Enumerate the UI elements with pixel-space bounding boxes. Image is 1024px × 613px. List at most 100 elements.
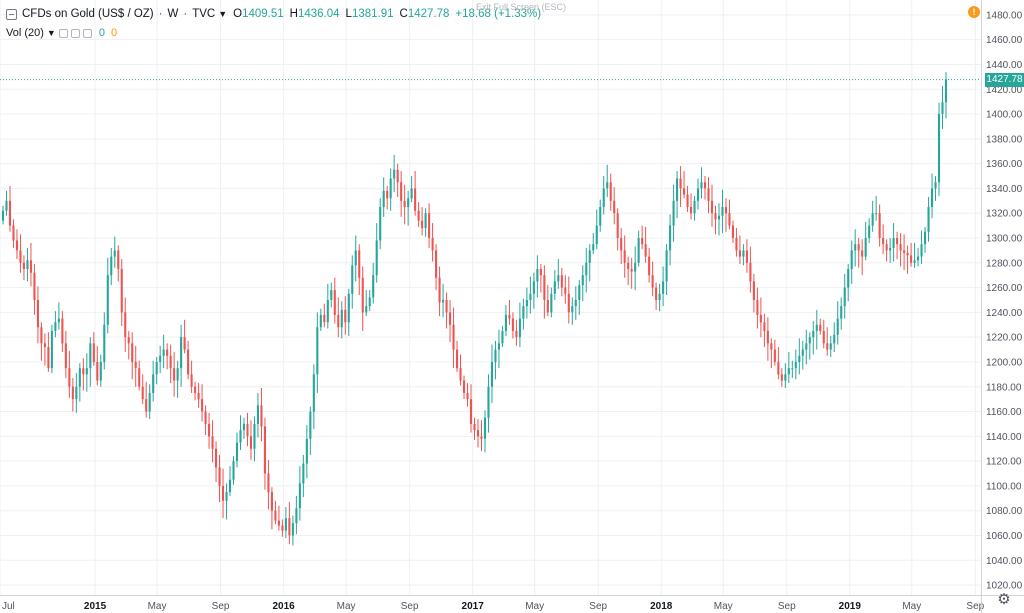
candle-body [414, 188, 417, 211]
candle-body [899, 244, 902, 251]
candle-body [920, 244, 923, 257]
candle-body [375, 240, 378, 276]
candle-body [934, 182, 937, 189]
time-tick-label: 2019 [839, 601, 862, 612]
candle-body [452, 324, 455, 350]
chevron-down-icon[interactable]: ▼ [218, 9, 228, 19]
candle-body [937, 114, 941, 183]
price-tick-label: 1360.00 [986, 159, 1023, 170]
price-tick-label: 1440.00 [986, 60, 1023, 71]
candle-body [910, 255, 913, 263]
volume-label[interactable]: Vol (20) [6, 27, 44, 39]
candle-body [305, 438, 308, 464]
price-tick-label: 1380.00 [986, 134, 1023, 145]
candle-body [242, 423, 246, 431]
candle-body [536, 268, 539, 282]
candle-body [43, 343, 46, 348]
candle-body [815, 324, 818, 331]
candle-body [22, 262, 26, 269]
candle-body [312, 374, 315, 412]
candle-body [592, 244, 595, 251]
candle-body [120, 268, 123, 313]
candle-body [365, 306, 368, 313]
candle-body [180, 337, 183, 369]
candle-body [12, 225, 15, 241]
close-icon[interactable] [82, 28, 92, 38]
candle-body [861, 250, 864, 257]
time-tick-label: 2016 [272, 601, 295, 612]
candle-body [50, 330, 53, 369]
exit-fullscreen-hint[interactable]: Exit Full Screen (ESC) [476, 2, 567, 12]
candle-body [669, 225, 672, 251]
candle-body [752, 281, 755, 300]
settings-mini-icon[interactable] [70, 28, 80, 38]
candle-body [5, 200, 8, 211]
candle-body [794, 361, 797, 369]
candle-body [882, 238, 885, 245]
candle-body [218, 467, 221, 486]
interval-label[interactable]: W [167, 8, 179, 20]
warning-icon[interactable]: ! [968, 6, 980, 18]
candle-body [777, 361, 780, 375]
candle-body [152, 374, 155, 393]
candle-body [616, 213, 619, 238]
candle-body [284, 518, 287, 531]
candle-body [518, 318, 521, 338]
chevron-down-icon[interactable]: ▼ [46, 28, 56, 38]
candle-body [553, 281, 556, 294]
candle-body [808, 337, 811, 344]
candle-body [724, 207, 728, 214]
candle-body [742, 250, 745, 257]
last-price-tag: 1427.78 [985, 72, 1024, 87]
candle-body [930, 188, 934, 208]
candle-body [78, 368, 81, 387]
visibility-icon[interactable] [58, 28, 68, 38]
candle-body [944, 79, 948, 103]
candle-body [64, 343, 67, 369]
low-label: L [345, 8, 352, 20]
candle-body [368, 297, 371, 307]
gear-icon[interactable]: ⚙ [997, 591, 1011, 608]
candle-body [836, 318, 839, 335]
candle-body [714, 213, 717, 220]
candle-body [382, 190, 385, 208]
price-tick-label: 1040.00 [986, 556, 1023, 567]
time-tick-label: Sep [778, 601, 796, 612]
candle-body [155, 361, 158, 375]
candle-body [396, 169, 399, 183]
price-tick-label: 1180.00 [986, 382, 1022, 393]
candle-body [665, 250, 668, 282]
candle-body [228, 479, 232, 493]
candle-body [480, 436, 483, 439]
high-label: H [289, 8, 298, 20]
symbol-name[interactable]: CFDs on Gold (US$ / OZ) [22, 8, 154, 20]
time-tick-label: 2018 [650, 601, 673, 612]
candle-body [574, 299, 577, 307]
open-value: 1409.51 [242, 8, 284, 20]
candle-body [896, 238, 899, 245]
candle-body [75, 386, 78, 400]
candle-body [274, 510, 277, 521]
price-tick-label: 1240.00 [986, 308, 1023, 319]
candle-body [124, 312, 127, 338]
time-tick-label: May [337, 601, 356, 612]
candle-body [662, 281, 665, 294]
candle-body [232, 461, 235, 480]
candle-body [99, 361, 102, 381]
candle-body [438, 277, 441, 303]
price-tick-label: 1340.00 [986, 184, 1023, 195]
candle-body [864, 238, 867, 257]
candle-body [826, 343, 829, 350]
volume-indicator[interactable]: Vol (20) ▼ 0 0 [6, 26, 117, 40]
candle-body [277, 520, 280, 526]
candle-body [840, 306, 843, 319]
candle-body [173, 368, 176, 381]
candle-body [829, 343, 832, 350]
collapse-icon[interactable] [6, 8, 17, 20]
candle-body [571, 306, 574, 313]
candle-body [351, 265, 354, 294]
candle-body [599, 207, 602, 226]
candle-body [131, 343, 134, 362]
candle-body [291, 523, 294, 536]
